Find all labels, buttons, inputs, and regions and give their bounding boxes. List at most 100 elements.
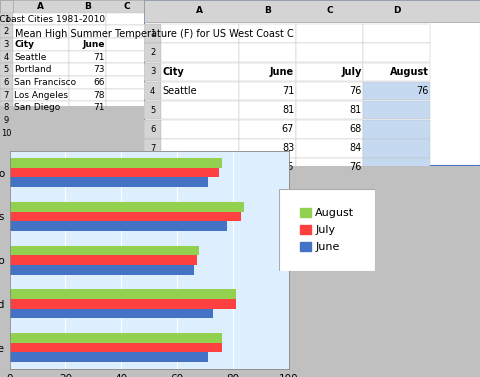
Bar [69, 127, 106, 139]
Text: C: C [123, 2, 130, 11]
Text: 7: 7 [150, 144, 155, 153]
Bar [234, 114, 312, 127]
Bar [187, 101, 234, 114]
Bar [69, 51, 106, 63]
Bar [187, 13, 234, 25]
Bar [161, 25, 238, 43]
Text: 83: 83 [281, 143, 293, 153]
Bar [238, 43, 295, 62]
Bar [234, 38, 312, 51]
Text: 76: 76 [299, 103, 311, 112]
Bar [161, 120, 238, 138]
Bar [12, 89, 69, 101]
Text: Portland: Portland [14, 65, 51, 74]
Text: 67: 67 [281, 124, 293, 134]
Bar [69, 114, 106, 127]
Text: 81: 81 [174, 65, 186, 74]
Bar [161, 139, 238, 158]
Text: July: July [340, 67, 361, 77]
Text: 10: 10 [1, 129, 12, 138]
Bar [10, 178, 207, 187]
Text: C: C [325, 6, 332, 15]
Bar [238, 139, 295, 158]
Bar [0, 25, 12, 38]
Bar [12, 13, 69, 25]
Bar [106, 76, 147, 89]
Bar [187, 51, 234, 63]
Bar [10, 246, 199, 255]
Bar [106, 38, 147, 51]
Bar [0, 76, 12, 89]
Bar [69, 76, 106, 89]
Bar [187, 25, 234, 38]
Text: 3: 3 [3, 40, 9, 49]
Bar [295, 158, 362, 177]
Bar [10, 255, 196, 265]
Bar [147, 76, 187, 89]
Text: 71: 71 [93, 103, 105, 112]
Text: June: June [82, 40, 105, 49]
Text: Seattle: Seattle [14, 52, 47, 61]
Text: 81: 81 [299, 65, 311, 74]
Text: 71: 71 [93, 52, 105, 61]
Text: 2: 2 [4, 27, 9, 36]
Bar [10, 343, 221, 352]
Bar [144, 25, 161, 43]
Text: City: City [162, 67, 184, 77]
Bar [238, 158, 295, 177]
Bar [234, 76, 312, 89]
Bar [362, 101, 430, 120]
Bar [69, 89, 106, 101]
Bar [238, 63, 295, 81]
Bar [238, 25, 295, 43]
Bar [69, 63, 106, 76]
Text: 8: 8 [3, 103, 9, 112]
Text: San Francisco: San Francisco [14, 78, 76, 87]
Bar [12, 101, 69, 114]
Bar [106, 101, 147, 114]
Bar [69, 25, 106, 38]
Bar [106, 89, 147, 101]
Bar [147, 25, 187, 38]
Bar [144, 158, 161, 177]
Text: 7: 7 [3, 90, 9, 100]
Bar [12, 38, 69, 51]
Bar [161, 63, 238, 81]
Text: 1: 1 [150, 29, 155, 38]
Bar [234, 13, 312, 25]
Text: 78: 78 [93, 90, 105, 100]
Bar [10, 290, 235, 299]
Bar [187, 114, 234, 127]
Bar [144, 63, 161, 81]
Bar [238, 120, 295, 138]
Text: 73: 73 [93, 65, 105, 74]
Bar [69, 101, 106, 114]
Text: 71: 71 [281, 86, 293, 96]
Bar [106, 25, 147, 38]
Bar [0, 63, 12, 76]
Bar [144, 43, 161, 62]
Text: 81: 81 [348, 105, 361, 115]
Bar [238, 101, 295, 120]
Bar [10, 202, 243, 211]
Bar [10, 299, 235, 309]
Bar [10, 333, 221, 343]
Text: 9: 9 [4, 116, 9, 125]
Bar [106, 51, 147, 63]
Text: F: F [270, 2, 276, 11]
Text: 76: 76 [348, 86, 361, 96]
Text: 83: 83 [174, 90, 186, 100]
Bar [295, 25, 362, 43]
Bar [12, 51, 69, 63]
Bar [187, 38, 234, 51]
Bar [144, 120, 161, 138]
Text: 76: 76 [348, 162, 361, 172]
Text: 66: 66 [93, 78, 105, 87]
Text: August: August [389, 67, 428, 77]
Bar [362, 63, 430, 81]
Text: 75: 75 [174, 103, 186, 112]
Bar [147, 51, 187, 63]
Bar [0, 101, 12, 114]
Bar [147, 114, 187, 127]
Bar [234, 25, 312, 38]
